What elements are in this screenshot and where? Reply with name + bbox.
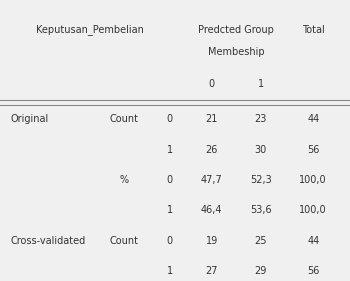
Text: Membeship: Membeship bbox=[208, 47, 265, 57]
Text: 1: 1 bbox=[167, 145, 173, 155]
Text: %: % bbox=[120, 175, 129, 185]
Text: Predcted Group: Predcted Group bbox=[198, 24, 274, 35]
Text: Cross-validated: Cross-validated bbox=[10, 236, 86, 246]
Text: 100,0: 100,0 bbox=[300, 205, 327, 216]
Text: 0: 0 bbox=[209, 79, 215, 89]
Text: 0: 0 bbox=[167, 175, 173, 185]
Text: 0: 0 bbox=[167, 236, 173, 246]
Text: 27: 27 bbox=[205, 266, 218, 276]
Text: 1: 1 bbox=[258, 79, 264, 89]
Text: 21: 21 bbox=[205, 114, 218, 124]
Text: 19: 19 bbox=[206, 236, 218, 246]
Text: 46,4: 46,4 bbox=[201, 205, 223, 216]
Text: 56: 56 bbox=[307, 266, 320, 276]
Text: Count: Count bbox=[110, 114, 139, 124]
Text: Count: Count bbox=[110, 236, 139, 246]
Text: 56: 56 bbox=[307, 145, 320, 155]
Text: 29: 29 bbox=[254, 266, 267, 276]
Text: 100,0: 100,0 bbox=[300, 175, 327, 185]
Text: 52,3: 52,3 bbox=[250, 175, 272, 185]
Text: 44: 44 bbox=[307, 236, 319, 246]
Text: 1: 1 bbox=[167, 205, 173, 216]
Text: 25: 25 bbox=[254, 236, 267, 246]
Text: 44: 44 bbox=[307, 114, 319, 124]
Text: 1: 1 bbox=[167, 266, 173, 276]
Text: 26: 26 bbox=[205, 145, 218, 155]
Text: Original: Original bbox=[10, 114, 49, 124]
Text: Keputusan_Pembelian: Keputusan_Pembelian bbox=[36, 24, 144, 35]
Text: Total: Total bbox=[302, 24, 325, 35]
Text: 23: 23 bbox=[254, 114, 267, 124]
Text: 53,6: 53,6 bbox=[250, 205, 272, 216]
Text: 47,7: 47,7 bbox=[201, 175, 223, 185]
Text: 0: 0 bbox=[167, 114, 173, 124]
Text: 30: 30 bbox=[255, 145, 267, 155]
